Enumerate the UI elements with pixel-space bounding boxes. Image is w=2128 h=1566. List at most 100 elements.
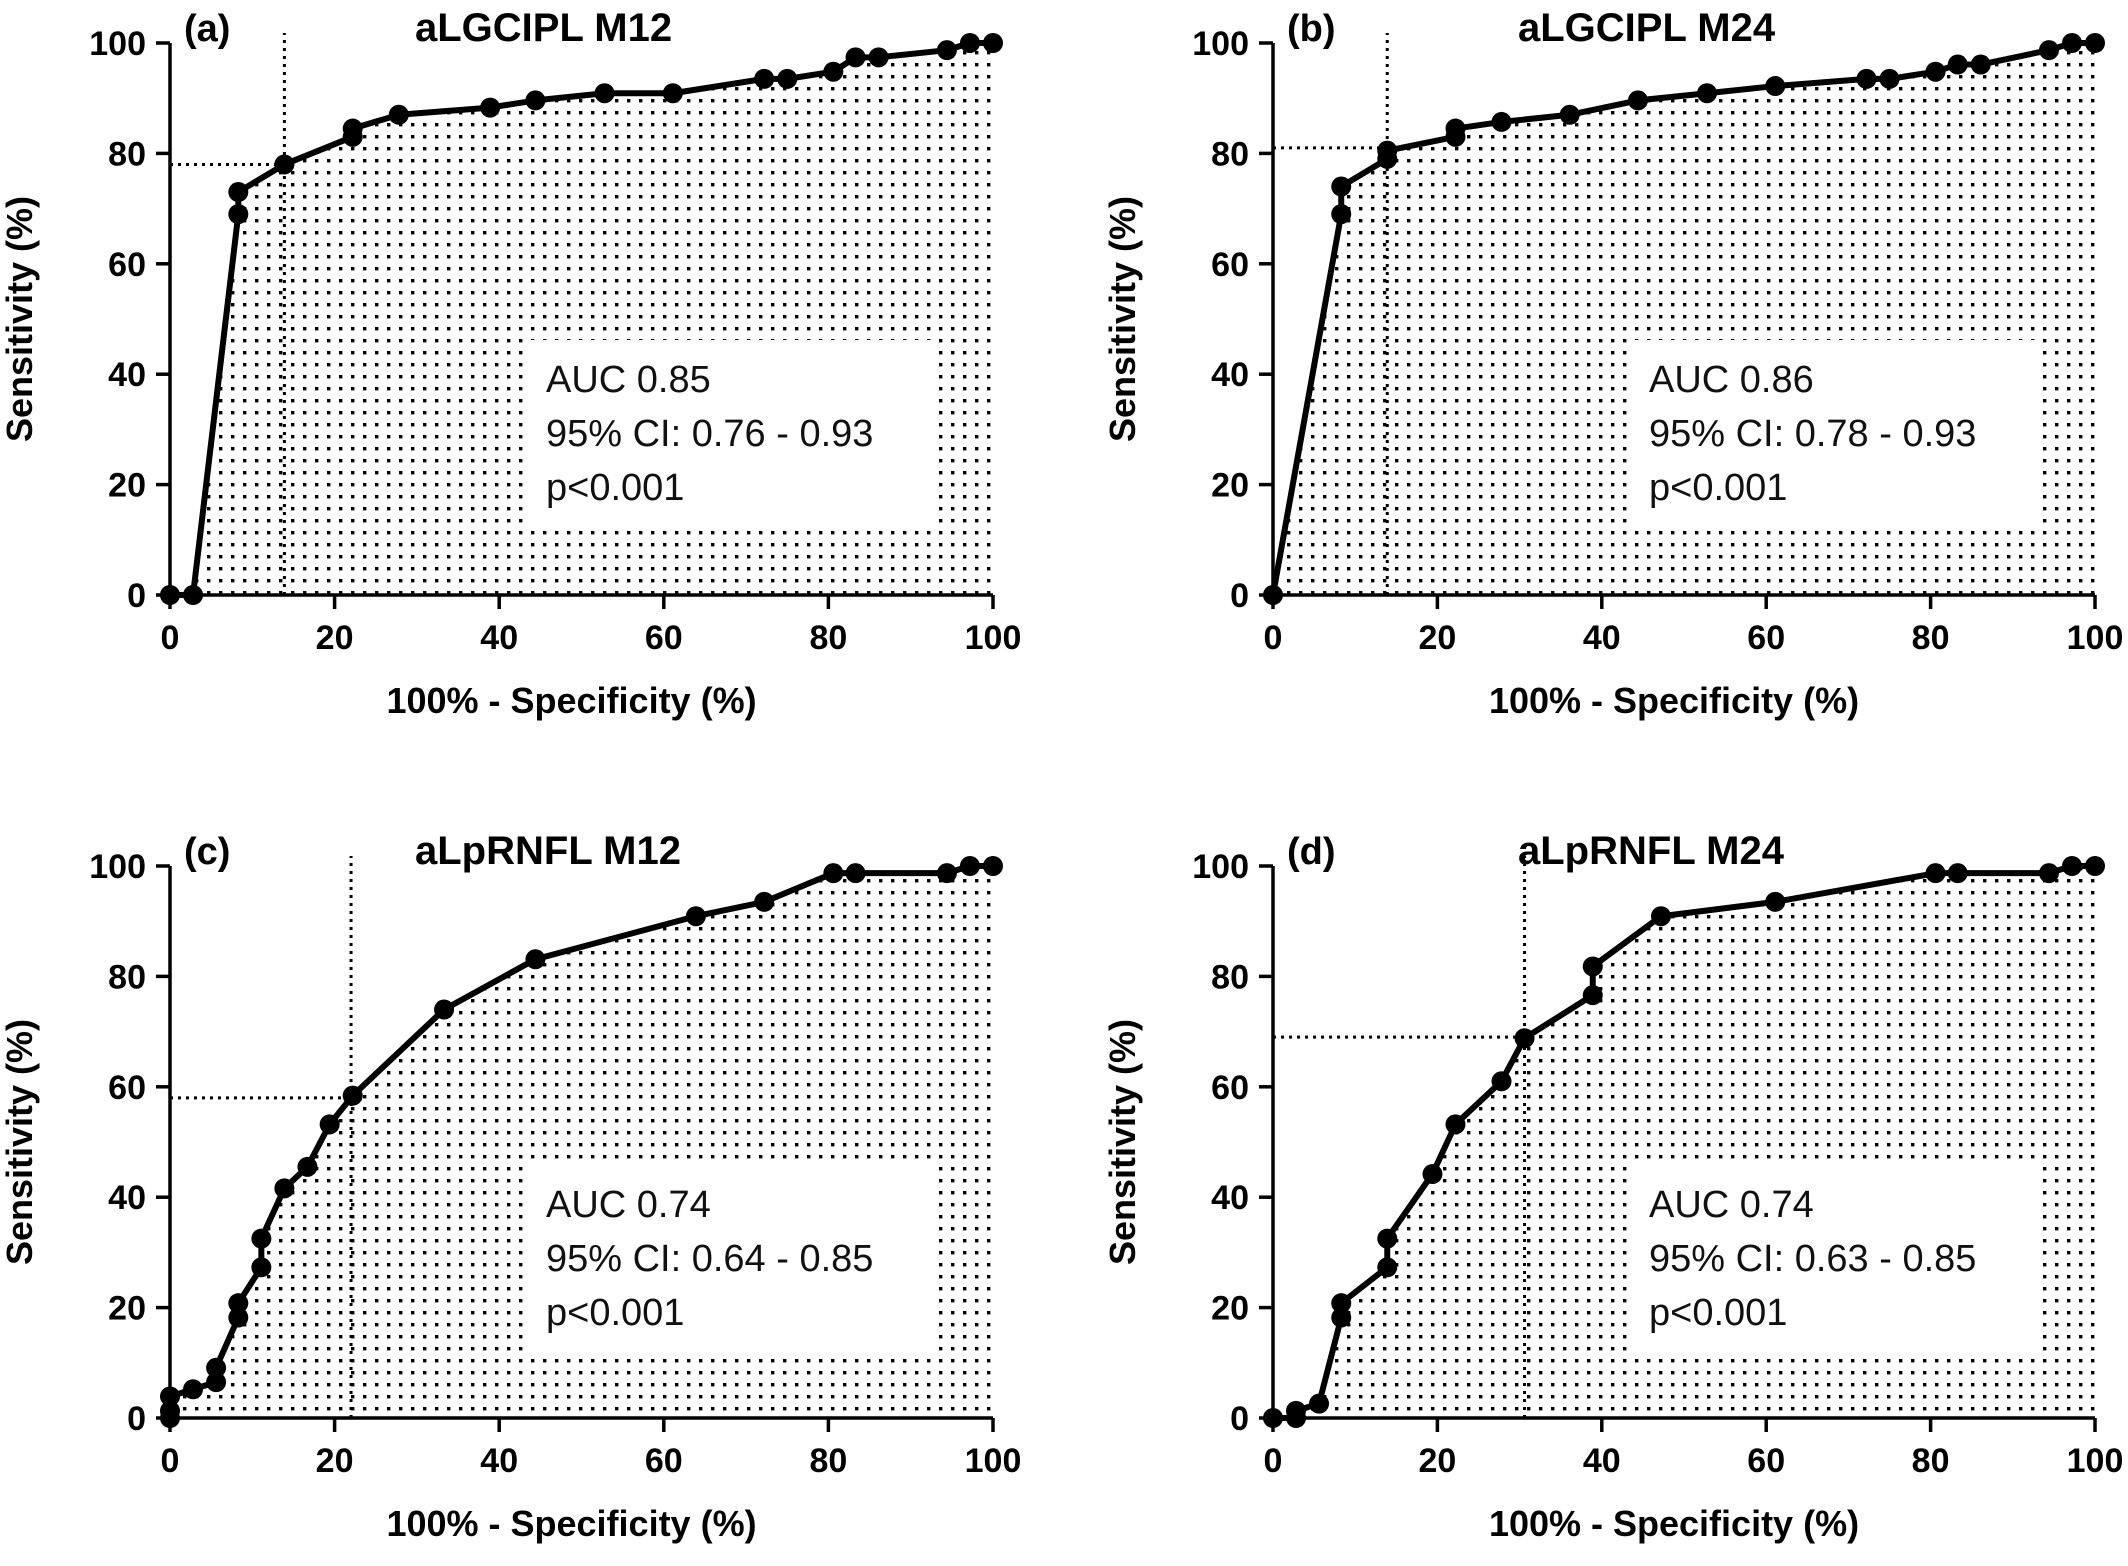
x-tick-label: 100 [965, 619, 1022, 657]
x-tick-label: 60 [645, 1442, 683, 1480]
roc-point [206, 1372, 227, 1393]
roc-point [319, 1114, 340, 1135]
roc-point [228, 204, 249, 225]
roc-point [1947, 54, 1968, 75]
stats-line-1: AUC 0.85 [546, 359, 711, 401]
y-tick-label: 20 [108, 467, 146, 505]
roc-point [160, 585, 180, 605]
roc-point [1377, 140, 1398, 161]
y-tick-label: 40 [1211, 1179, 1249, 1217]
x-tick-label: 80 [809, 1442, 847, 1480]
x-axis-title: 100% - Specificity (%) [386, 1503, 756, 1544]
x-tick-label: 60 [1747, 619, 1785, 657]
roc-point [936, 40, 957, 61]
roc-point [2038, 863, 2059, 884]
x-tick-label: 20 [316, 1442, 354, 1480]
x-tick-label: 0 [161, 1442, 180, 1480]
roc-point [1925, 61, 1946, 82]
stats-box [530, 1165, 938, 1353]
roc-point [183, 1379, 204, 1400]
y-tick-label: 0 [127, 577, 146, 615]
roc-point [754, 68, 775, 89]
roc-point [1445, 118, 1466, 139]
roc-point [2038, 40, 2059, 61]
roc-point [959, 33, 980, 53]
roc-point [1879, 68, 1900, 89]
roc-point [228, 1307, 249, 1328]
roc-point [868, 47, 889, 68]
y-tick-label: 0 [127, 1400, 146, 1438]
x-tick-label: 60 [1747, 1442, 1785, 1480]
y-tick-label: 20 [1211, 467, 1249, 505]
roc-point [1925, 863, 1946, 884]
x-tick-label: 40 [1583, 1442, 1621, 1480]
y-tick-label: 40 [108, 356, 146, 394]
x-tick-label: 0 [1264, 1442, 1283, 1480]
panel-title: aLGCIPL M24 [1518, 6, 1776, 50]
y-tick-label: 80 [108, 135, 146, 173]
roc-point [594, 83, 615, 104]
roc-point [845, 47, 866, 68]
roc-point [1514, 1028, 1535, 1049]
roc-point [1765, 891, 1786, 912]
roc-point [1582, 985, 1603, 1006]
roc-point [1331, 176, 1352, 197]
y-axis-title: Sensitivity (%) [0, 1019, 40, 1265]
roc-point [342, 1085, 363, 1106]
stats-line-3: p<0.001 [1649, 467, 1787, 509]
roc-point [959, 856, 980, 876]
roc-point [1377, 1228, 1398, 1249]
roc-point [1650, 906, 1671, 927]
roc-point [251, 1257, 272, 1278]
roc-point [2061, 33, 2082, 53]
stats-box [530, 340, 938, 528]
x-tick-label: 0 [1264, 619, 1283, 657]
stats-line-2: 95% CI: 0.63 - 0.85 [1649, 1238, 1976, 1280]
y-tick-label: 40 [1211, 356, 1249, 394]
roc-point [1331, 204, 1352, 225]
y-tick-label: 80 [108, 958, 146, 996]
roc-point [823, 61, 844, 82]
panel-title: aLpRNFL M24 [1518, 829, 1785, 873]
stats-line-1: AUC 0.74 [546, 1184, 711, 1226]
y-tick-label: 20 [108, 1290, 146, 1328]
x-axis-title: 100% - Specificity (%) [1489, 1503, 1859, 1544]
roc-point [685, 906, 706, 927]
stats-line-1: AUC 0.74 [1649, 1184, 1814, 1226]
y-tick-label: 100 [89, 848, 146, 886]
roc-point [845, 863, 866, 884]
x-tick-label: 40 [1583, 619, 1621, 657]
panel-title: aLpRNFL M12 [415, 829, 681, 873]
x-tick-label: 20 [1418, 1442, 1456, 1480]
roc-point [160, 1400, 180, 1421]
roc-point [1970, 54, 1991, 75]
x-tick-label: 100 [2067, 619, 2124, 657]
roc-point [1263, 1408, 1283, 1428]
y-axis-title: Sensitivity (%) [1102, 196, 1143, 442]
roc-point [1856, 68, 1877, 89]
y-tick-label: 80 [1211, 135, 1249, 173]
roc-point [983, 856, 1003, 876]
roc-panel-2: AUC 0.86 95% CI: 0.78 - 0.93 p<0.001 0 20 40 6… [1102, 6, 2123, 721]
roc-point [1445, 1114, 1466, 1135]
roc-point [777, 68, 798, 89]
roc-point [1331, 1307, 1352, 1328]
y-tick-label: 0 [1230, 577, 1249, 615]
y-tick-label: 40 [108, 1179, 146, 1217]
roc-point [297, 1156, 318, 1177]
x-tick-label: 20 [316, 619, 354, 657]
y-tick-label: 60 [108, 246, 146, 284]
y-axis-title: Sensitivity (%) [1102, 1019, 1143, 1265]
roc-point [2085, 33, 2105, 53]
roc-point [525, 90, 546, 111]
panel-label: (c) [184, 831, 230, 873]
roc-point [183, 585, 204, 605]
x-tick-label: 60 [645, 619, 683, 657]
roc-panel-4: AUC 0.74 95% CI: 0.63 - 0.85 p<0.001 0 20 40 6… [1102, 829, 2123, 1544]
stats-line-2: 95% CI: 0.76 - 0.93 [546, 413, 873, 455]
roc-point [342, 118, 363, 139]
x-tick-label: 80 [809, 619, 847, 657]
roc-point [480, 97, 501, 118]
x-tick-label: 100 [965, 1442, 1022, 1480]
roc-point [983, 33, 1003, 53]
